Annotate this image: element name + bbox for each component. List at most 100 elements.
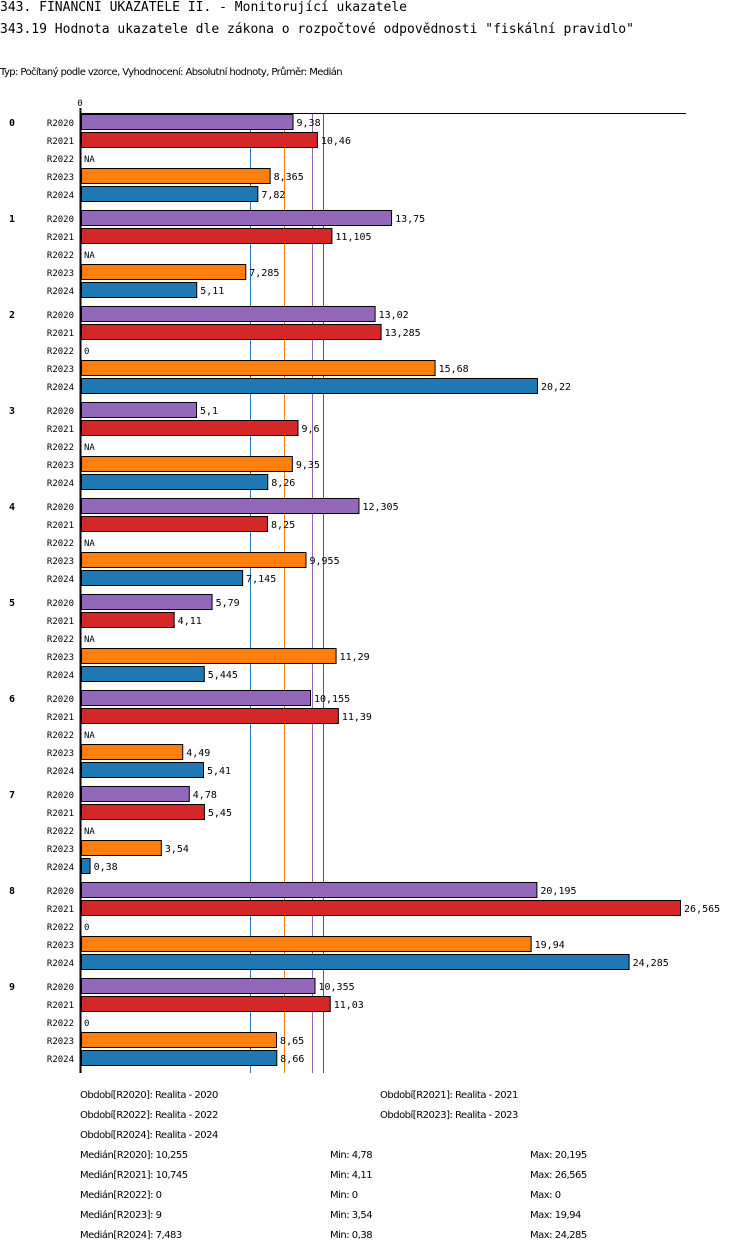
bar-R2023 — [81, 360, 436, 376]
data-label: 20,22 — [541, 382, 571, 393]
bar-R2021 — [81, 708, 339, 724]
bar-R2024 — [81, 282, 198, 298]
data-label: 5,41 — [207, 766, 231, 777]
series-tick-label: R2024 — [47, 671, 74, 681]
bar-R2023 — [81, 744, 184, 760]
series-tick-label: R2022 — [47, 923, 74, 933]
series-tick-label: R2020 — [47, 887, 74, 897]
series-tick-label: R2022 — [47, 251, 74, 261]
category-label: 1 — [9, 214, 15, 225]
category-label: 6 — [9, 694, 15, 705]
data-label: 4,49 — [186, 748, 210, 759]
series-tick-label: R2021 — [47, 713, 74, 723]
legend-period: Období[R2021]: Realita - 2021 — [380, 1090, 518, 1101]
bar-R2020 — [81, 786, 190, 802]
series-tick-label: R2020 — [47, 599, 74, 609]
category-label: 2 — [9, 310, 15, 321]
stat-min: Min: 0 — [330, 1190, 358, 1201]
series-tick-label: R2020 — [47, 215, 74, 225]
bar-R2024 — [81, 666, 205, 682]
bar-R2021 — [81, 324, 382, 340]
data-label: 8,65 — [280, 1036, 304, 1047]
category-label: 7 — [9, 790, 15, 801]
data-label: 13,285 — [385, 328, 421, 339]
chart-title: 343.19 Hodnota ukazatele dle zákona o ro… — [0, 22, 634, 37]
stat-max: Max: 19,94 — [530, 1210, 581, 1221]
legend-period: Období[R2023]: Realita - 2023 — [380, 1110, 518, 1121]
legend-period: Období[R2022]: Realita - 2022 — [80, 1110, 218, 1121]
data-label: NA — [84, 443, 95, 453]
series-tick-label: R2022 — [47, 1019, 74, 1029]
data-label: 8,25 — [271, 520, 295, 531]
data-label: 8,66 — [280, 1054, 304, 1065]
bar-R2020 — [81, 210, 393, 226]
stat-min: Min: 4,11 — [330, 1170, 373, 1181]
data-label: 11,03 — [334, 1000, 364, 1011]
stat-median: Medián[R2024]: 7,483 — [80, 1230, 182, 1241]
series-tick-label: R2024 — [47, 1055, 74, 1065]
data-label: 5,445 — [208, 670, 238, 681]
data-label: 15,68 — [439, 364, 469, 375]
data-label: 26,565 — [684, 904, 720, 915]
series-tick-label: R2023 — [47, 845, 74, 855]
data-label: 0,38 — [94, 862, 118, 873]
data-label: NA — [84, 539, 95, 549]
bar-R2020 — [81, 114, 294, 130]
category-label: 9 — [9, 982, 15, 993]
bar-R2021 — [81, 228, 333, 244]
data-label: 8,26 — [271, 478, 295, 489]
series-tick-label: R2022 — [47, 539, 74, 549]
data-label: 10,355 — [319, 982, 355, 993]
bar-R2021 — [81, 996, 331, 1012]
data-label: 5,1 — [200, 406, 218, 417]
series-tick-label: R2024 — [47, 479, 74, 489]
data-label: 24,285 — [633, 958, 669, 969]
data-label: NA — [84, 155, 95, 165]
series-tick-label: R2023 — [47, 749, 74, 759]
series-tick-label: R2021 — [47, 329, 74, 339]
data-label: 12,305 — [362, 502, 398, 513]
series-tick-label: R2023 — [47, 653, 74, 663]
bar-R2024 — [81, 186, 259, 202]
series-tick-label: R2023 — [47, 1037, 74, 1047]
data-label: 10,155 — [314, 694, 350, 705]
category-label: 5 — [9, 598, 15, 609]
data-label: 13,75 — [395, 214, 425, 225]
series-tick-label: R2023 — [47, 365, 74, 375]
bar-R2024 — [81, 1050, 278, 1066]
series-tick-label: R2024 — [47, 191, 74, 201]
bar-R2023 — [81, 648, 337, 664]
series-tick-label: R2020 — [47, 983, 74, 993]
series-tick-label: R2022 — [47, 731, 74, 741]
bar-R2020 — [81, 402, 198, 418]
data-label: 8,365 — [274, 172, 304, 183]
series-tick-label: R2023 — [47, 941, 74, 951]
stat-max: Max: 24,285 — [530, 1230, 587, 1241]
bar-R2021 — [81, 900, 682, 916]
series-tick-label: R2021 — [47, 425, 74, 435]
series-tick-label: R2022 — [47, 443, 74, 453]
series-tick-label: R2023 — [47, 557, 74, 567]
series-tick-label: R2021 — [47, 137, 74, 147]
data-label: 4,11 — [178, 616, 202, 627]
page-title: 343. FINANČNÍ UKAZATELE II. - Monitorují… — [0, 0, 407, 15]
data-label: NA — [84, 731, 95, 741]
stat-median: Medián[R2020]: 10,255 — [80, 1150, 188, 1161]
series-tick-label: R2021 — [47, 1001, 74, 1011]
stat-max: Max: 0 — [530, 1190, 561, 1201]
series-tick-label: R2021 — [47, 905, 74, 915]
data-label: 13,02 — [379, 310, 409, 321]
series-tick-label: R2022 — [47, 827, 74, 837]
series-tick-label: R2020 — [47, 311, 74, 321]
x-tick-label: 0 — [77, 99, 82, 109]
stat-min: Min: 4,78 — [330, 1150, 373, 1161]
stat-min: Min: 0,38 — [330, 1230, 373, 1241]
bar-R2021 — [81, 420, 299, 436]
bar-R2021 — [81, 132, 318, 148]
series-tick-label: R2020 — [47, 791, 74, 801]
series-tick-label: R2024 — [47, 959, 74, 969]
category-label: 8 — [9, 886, 15, 897]
bar-R2020 — [81, 498, 360, 514]
bar-R2020 — [81, 690, 311, 706]
bar-R2024 — [81, 474, 269, 490]
